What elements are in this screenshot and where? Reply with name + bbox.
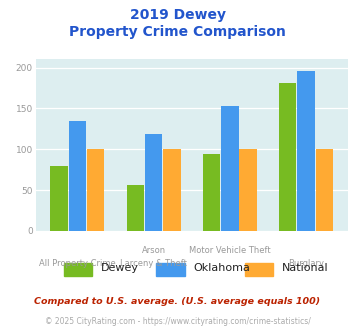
Text: All Property Crime: All Property Crime xyxy=(39,259,116,268)
Text: Dewey: Dewey xyxy=(101,263,139,273)
Bar xyxy=(163,149,181,231)
Bar xyxy=(126,185,144,231)
Text: Compared to U.S. average. (U.S. average equals 100): Compared to U.S. average. (U.S. average … xyxy=(34,297,321,306)
Text: Larceny & Theft: Larceny & Theft xyxy=(120,259,187,268)
Bar xyxy=(221,106,239,231)
Text: National: National xyxy=(282,263,329,273)
Bar xyxy=(316,149,333,231)
Bar xyxy=(297,71,315,231)
Bar xyxy=(50,166,68,231)
Text: Oklahoma: Oklahoma xyxy=(193,263,250,273)
Bar xyxy=(203,154,220,231)
Bar xyxy=(145,134,162,231)
Text: Burglary: Burglary xyxy=(288,259,324,268)
Text: Property Crime Comparison: Property Crime Comparison xyxy=(69,25,286,39)
Bar xyxy=(239,149,257,231)
Text: 2019 Dewey: 2019 Dewey xyxy=(130,8,225,22)
Text: © 2025 CityRating.com - https://www.cityrating.com/crime-statistics/: © 2025 CityRating.com - https://www.city… xyxy=(45,317,310,326)
Bar xyxy=(279,83,296,231)
Text: Arson: Arson xyxy=(142,246,166,255)
Text: Motor Vehicle Theft: Motor Vehicle Theft xyxy=(189,246,271,255)
Bar xyxy=(69,121,86,231)
Bar xyxy=(87,149,104,231)
